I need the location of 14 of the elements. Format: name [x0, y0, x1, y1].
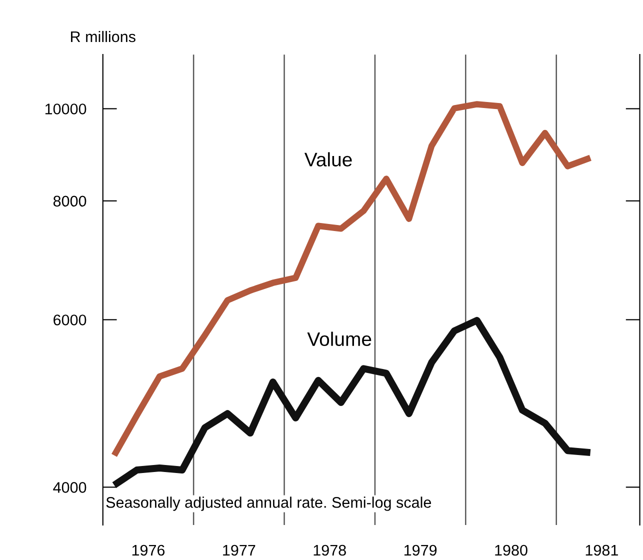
y-tick-label: 6000 [54, 314, 86, 326]
y-tick-label: 4000 [53, 482, 86, 493]
x-tick-label: 1980 [495, 544, 528, 556]
x-tick-label: 1979 [404, 544, 437, 556]
series-label: Volume [307, 332, 372, 346]
y-tick-label: 8000 [53, 196, 86, 207]
x-tick-label: 1977 [223, 544, 256, 556]
y-axis-title: R millions [71, 30, 136, 42]
x-tick-label: 1976 [132, 544, 165, 556]
x-tick-label: 1981 [586, 544, 618, 556]
x-tick-label: 1978 [314, 544, 346, 556]
series-label: Value [304, 152, 352, 166]
annotation: Seasonally adjusted annual rate. Semi-log scale [106, 496, 432, 511]
y-tick-label: 10000 [45, 104, 86, 114]
